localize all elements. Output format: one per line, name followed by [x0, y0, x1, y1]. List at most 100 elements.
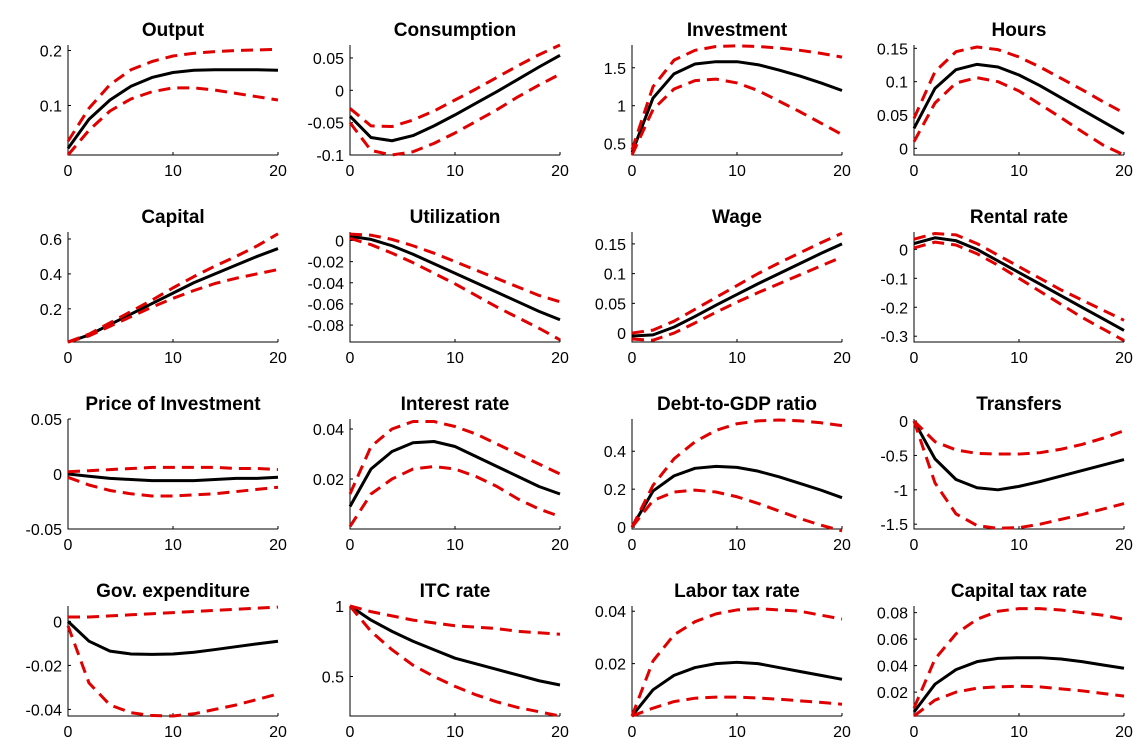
x-tick-label: 10 [164, 163, 182, 180]
panel-transfers: Transfers -1.5 -1 -0.5 0 0 10 20 [880, 394, 1133, 554]
panel-title: Transfers [976, 394, 1062, 415]
y-tick-label: -0.02 [308, 255, 345, 272]
x-tick-label: 10 [164, 350, 182, 367]
y-tick-label: -0.3 [880, 329, 908, 346]
y-tick-label: -0.2 [880, 300, 908, 317]
x-tick-label: 20 [1115, 724, 1133, 741]
upper-band-line [912, 45, 1125, 119]
x-tick-label: 10 [446, 163, 464, 180]
panel-title: Consumption [394, 20, 516, 41]
panel-labor-tax-rate: Labor tax rate 0.02 0.04 0 10 20 [595, 581, 851, 741]
x-tick-label: 20 [269, 163, 287, 180]
y-tick-label: 0 [53, 614, 62, 631]
y-tick-label: 0.1 [604, 267, 626, 284]
y-tick-label: 0.04 [313, 422, 344, 439]
panel-title: Capital tax rate [951, 581, 1087, 602]
lower-band-line [349, 236, 561, 342]
panel-title: Hours [992, 20, 1047, 41]
panel-hours: Hours 0 0.05 0.1 0.15 0 10 20 [877, 20, 1133, 180]
y-tick-label: 0 [899, 414, 908, 431]
mean-response-line [66, 620, 279, 656]
y-tick-label: 0.2 [604, 482, 626, 499]
mean-response-line [348, 54, 561, 143]
x-tick-label: 20 [1115, 350, 1133, 367]
x-tick-label: 0 [346, 163, 355, 180]
panel-output: Output 0.1 0.2 0 10 20 [40, 20, 287, 180]
panel-debt-to-gdp-ratio: Debt-to-GDP ratio 0 0.2 0.4 0 10 20 [604, 394, 851, 554]
lower-band-line [912, 420, 1125, 530]
x-tick-label: 10 [1010, 537, 1028, 554]
x-tick-label: 0 [64, 350, 73, 367]
panel-rental-rate: Rental rate -0.3 -0.2 -0.1 0 0 10 20 [880, 207, 1133, 367]
y-tick-label: 0.15 [595, 237, 626, 254]
upper-band-line [912, 607, 1125, 709]
x-tick-label: 20 [833, 163, 851, 180]
lower-band-line [67, 475, 279, 498]
x-tick-label: 20 [551, 537, 569, 554]
axis-lines [67, 419, 278, 530]
lower-band-line [912, 76, 1125, 157]
y-tick-label: -0.04 [308, 276, 345, 293]
upper-band-line [348, 420, 561, 495]
upper-band-line [349, 43, 561, 129]
x-tick-label: 20 [1115, 163, 1133, 180]
lower-band-line [630, 77, 843, 156]
y-tick-label: -0.05 [26, 522, 63, 539]
mean-response-line [912, 62, 1125, 135]
lower-band-line [66, 86, 279, 156]
x-tick-label: 10 [728, 537, 746, 554]
y-tick-label: 0.06 [877, 632, 908, 649]
x-tick-label: 10 [446, 724, 464, 741]
mean-response-line [67, 247, 279, 344]
y-tick-label: 0.5 [604, 137, 626, 154]
x-tick-label: 10 [446, 350, 464, 367]
y-tick-label: -0.08 [308, 318, 345, 335]
y-tick-label: 0.2 [40, 302, 62, 319]
axis-lines [349, 419, 560, 530]
y-tick-label: 0.02 [313, 472, 344, 489]
y-tick-label: 0.1 [40, 99, 62, 116]
x-tick-label: 10 [728, 724, 746, 741]
x-tick-label: 20 [833, 724, 851, 741]
mean-response-line [630, 660, 843, 717]
y-tick-label: 0 [335, 83, 344, 100]
panel-capital: Capital 0.2 0.4 0.6 0 10 20 [40, 207, 287, 367]
axis-lines [913, 606, 1124, 717]
y-tick-label: 0 [53, 467, 62, 484]
x-tick-label: 0 [346, 537, 355, 554]
x-tick-label: 10 [728, 163, 746, 180]
upper-band-line [349, 604, 561, 636]
x-tick-label: 0 [628, 163, 637, 180]
panel-title: Debt-to-GDP ratio [657, 394, 817, 415]
upper-band-line [631, 231, 843, 335]
y-tick-label: -0.1 [316, 148, 344, 165]
y-tick-label: 0.05 [595, 296, 626, 313]
y-tick-label: 0 [335, 233, 344, 250]
y-tick-label: 0 [617, 520, 626, 537]
upper-band-line [912, 419, 1125, 456]
lower-band-line [631, 255, 843, 342]
panel-wage: Wage 0 0.05 0.1 0.15 0 10 20 [595, 207, 851, 367]
upper-band-line [349, 232, 561, 304]
y-tick-label: -1.5 [880, 517, 908, 534]
axis-lines [349, 232, 560, 343]
upper-band-line [630, 607, 843, 717]
y-tick-label: 0 [899, 242, 908, 259]
y-tick-label: -0.02 [26, 658, 63, 675]
x-tick-label: 20 [551, 350, 569, 367]
axis-lines [67, 606, 278, 717]
lower-band-line [631, 695, 843, 718]
x-tick-label: 20 [269, 350, 287, 367]
x-tick-label: 10 [164, 537, 182, 554]
y-tick-label: 0 [617, 326, 626, 343]
upper-band-line [630, 44, 843, 151]
x-tick-label: 10 [446, 537, 464, 554]
x-tick-label: 10 [164, 724, 182, 741]
panel-capital-tax-rate: Capital tax rate 0.02 0.04 0.06 0.08 0 10 20 [877, 581, 1133, 741]
panel-interest-rate: Interest rate 0.02 0.04 0 10 20 [313, 394, 569, 554]
x-tick-label: 0 [346, 724, 355, 741]
mean-response-line [348, 440, 561, 508]
